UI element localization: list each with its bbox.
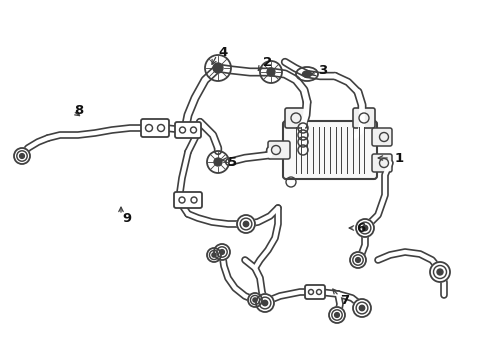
Circle shape: [362, 225, 368, 231]
FancyBboxPatch shape: [305, 285, 325, 299]
Circle shape: [14, 148, 30, 164]
Circle shape: [356, 258, 361, 262]
Circle shape: [212, 253, 216, 257]
FancyBboxPatch shape: [174, 192, 202, 208]
Circle shape: [353, 299, 371, 317]
Circle shape: [213, 63, 223, 73]
Circle shape: [20, 154, 25, 158]
FancyBboxPatch shape: [353, 108, 375, 128]
Circle shape: [207, 248, 221, 262]
FancyBboxPatch shape: [268, 141, 290, 159]
Circle shape: [359, 305, 365, 311]
FancyBboxPatch shape: [175, 122, 201, 138]
Text: 7: 7: [340, 293, 349, 306]
Circle shape: [214, 244, 230, 260]
Circle shape: [329, 307, 345, 323]
FancyBboxPatch shape: [141, 119, 169, 137]
Circle shape: [256, 294, 274, 312]
Text: 2: 2: [263, 55, 272, 68]
FancyBboxPatch shape: [372, 154, 392, 172]
Circle shape: [244, 221, 249, 227]
Text: 8: 8: [74, 104, 83, 117]
Circle shape: [220, 249, 224, 255]
FancyBboxPatch shape: [372, 128, 392, 146]
Text: 6: 6: [356, 221, 365, 234]
Text: 3: 3: [318, 63, 327, 77]
Circle shape: [350, 252, 366, 268]
Circle shape: [253, 298, 257, 302]
Text: 1: 1: [395, 152, 404, 165]
Circle shape: [430, 262, 450, 282]
Text: 5: 5: [228, 157, 237, 170]
Circle shape: [356, 219, 374, 237]
Circle shape: [214, 158, 222, 166]
Text: 4: 4: [218, 45, 227, 58]
FancyBboxPatch shape: [285, 108, 307, 128]
FancyBboxPatch shape: [283, 121, 377, 179]
Text: 9: 9: [122, 211, 131, 225]
Circle shape: [267, 68, 275, 76]
Circle shape: [437, 269, 443, 275]
Circle shape: [248, 293, 262, 307]
Circle shape: [237, 215, 255, 233]
Circle shape: [262, 300, 268, 306]
Ellipse shape: [302, 71, 312, 77]
Circle shape: [335, 312, 340, 318]
